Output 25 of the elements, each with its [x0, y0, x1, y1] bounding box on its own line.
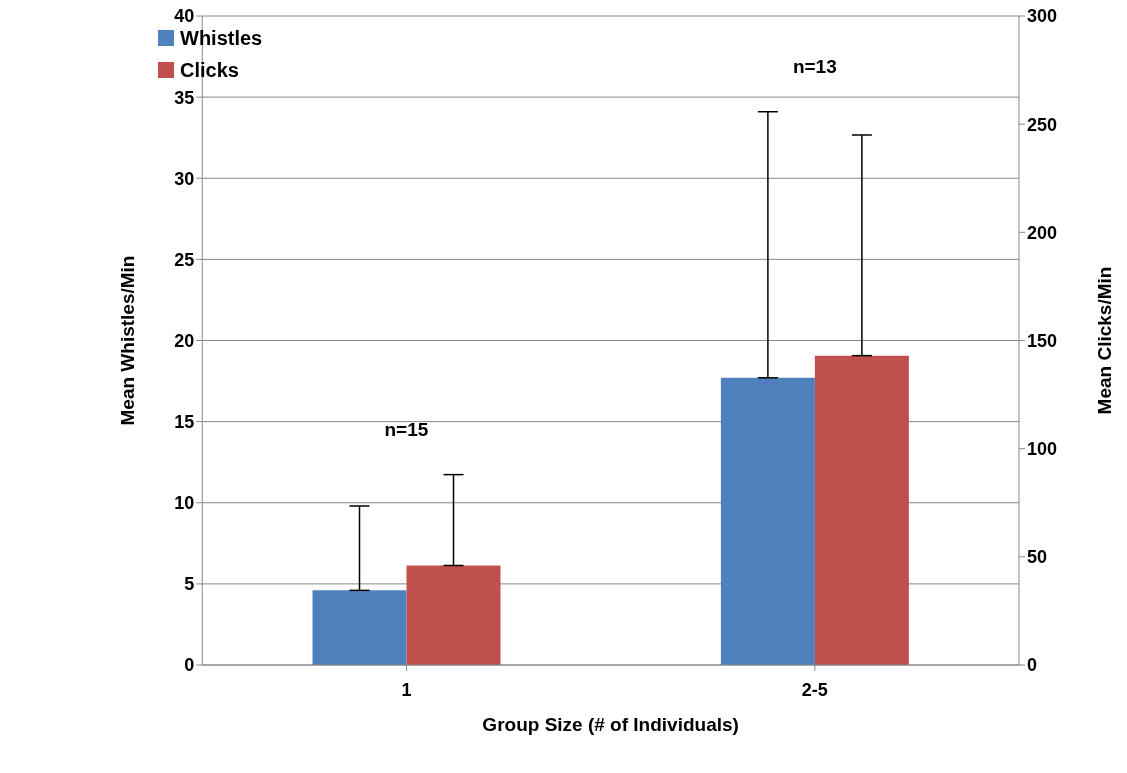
y2-axis-title: Mean Clicks/Min	[1093, 266, 1115, 415]
x-axis-title: Group Size (# of Individuals)	[482, 714, 739, 735]
y-tick-label: 40	[174, 6, 195, 27]
legend-label: Clicks	[180, 58, 239, 83]
y2-tick-label: 50	[1027, 547, 1048, 568]
y-tick-label: 5	[184, 574, 195, 595]
y-axis-title: Mean Whistles/Min	[116, 255, 138, 426]
y-tick-label: 35	[174, 87, 195, 108]
x-tick-label: 2-5	[801, 679, 828, 700]
legend-label: Whistles	[180, 27, 263, 49]
y2-tick-label: 250	[1027, 114, 1058, 135]
y-tick-label: 15	[174, 412, 195, 433]
y-tick-label: 10	[174, 493, 195, 514]
y-tick-label: 20	[174, 330, 195, 351]
x-tick-label: 1	[401, 679, 412, 700]
annotation: n=13	[792, 55, 837, 77]
y-tick-label: 25	[174, 249, 195, 270]
y-tick-label: 0	[184, 655, 195, 676]
y2-tick-label: 0	[1027, 655, 1038, 676]
y2-tick-label: 100	[1027, 439, 1058, 460]
annotation: n=15	[384, 418, 429, 440]
y2-tick-label: 150	[1027, 330, 1058, 351]
y-tick-label: 30	[174, 168, 195, 189]
y2-tick-label: 200	[1027, 222, 1058, 243]
y2-tick-label: 300	[1027, 6, 1058, 27]
